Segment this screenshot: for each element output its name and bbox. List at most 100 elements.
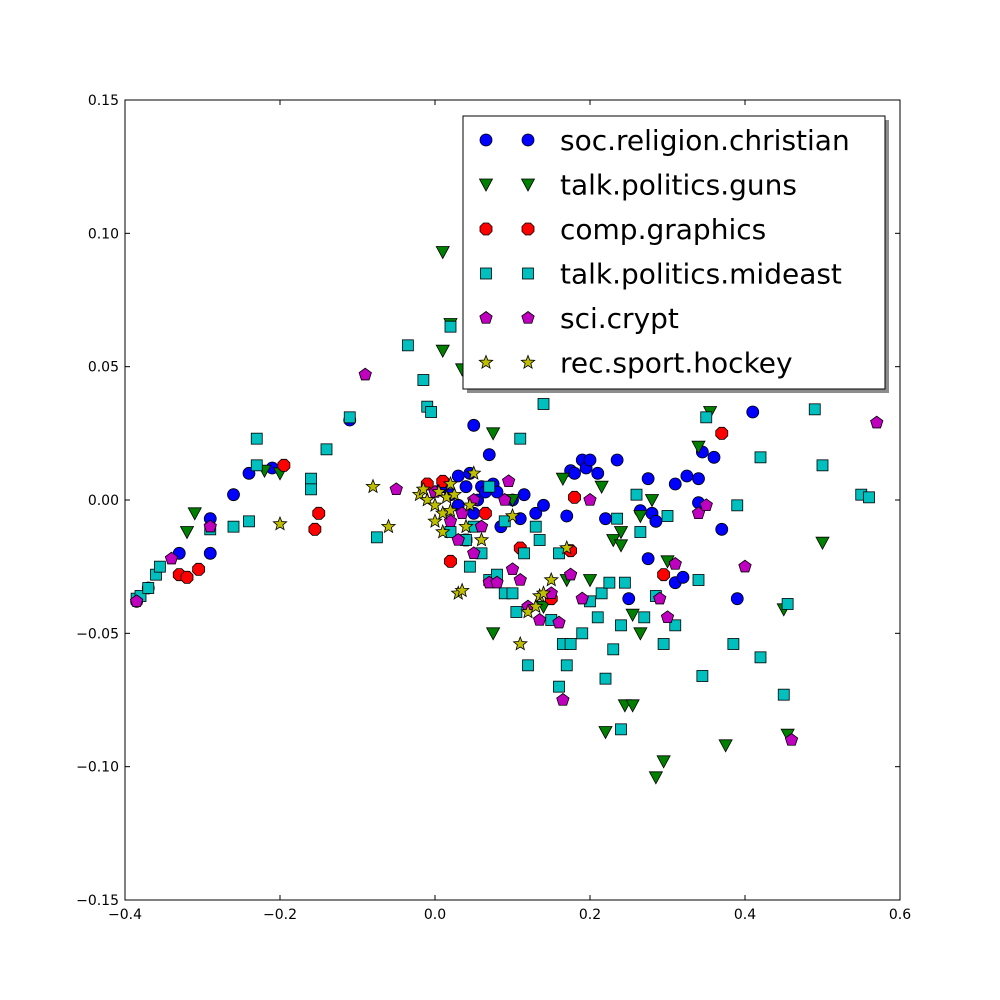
- y-tick-label: 0.15: [88, 93, 119, 109]
- data-point: [142, 582, 155, 594]
- data-point: [668, 477, 682, 491]
- data-point: [563, 567, 578, 581]
- data-point: [192, 562, 206, 576]
- data-point: [443, 514, 458, 527]
- legend-entry: rec.sport.hockey: [478, 347, 793, 380]
- data-point: [444, 554, 457, 568]
- data-point: [514, 432, 527, 445]
- chart-marks: [129, 246, 884, 785]
- data-point: [613, 539, 629, 553]
- data-point: [501, 474, 516, 487]
- data-point: [442, 475, 459, 491]
- y-tick-label: 0.05: [88, 360, 119, 376]
- data-point: [552, 615, 566, 629]
- data-point: [781, 598, 794, 610]
- legend-entry: comp.graphics: [479, 213, 766, 246]
- data-point: [187, 507, 202, 521]
- data-point: [498, 515, 511, 528]
- data-point: [754, 451, 767, 464]
- y-tick-label: −0.10: [76, 760, 119, 776]
- data-point: [556, 693, 570, 706]
- data-point: [649, 514, 663, 528]
- x-tick-label: −0.2: [263, 907, 297, 923]
- legend-box: [462, 115, 886, 390]
- y-tick-label: 0.00: [88, 493, 119, 509]
- data-point: [746, 405, 760, 419]
- data-point: [634, 526, 647, 538]
- legend-marker: [479, 311, 493, 324]
- x-tick-label: 0.4: [734, 907, 756, 923]
- legend-entry: talk.politics.mideast: [480, 258, 842, 291]
- data-point: [553, 680, 565, 693]
- data-point: [153, 560, 166, 573]
- data-point: [250, 459, 263, 472]
- data-point: [784, 733, 799, 746]
- data-point: [660, 610, 675, 623]
- x-tick-label: 0.6: [889, 907, 911, 923]
- data-point: [506, 587, 519, 600]
- data-point: [692, 574, 705, 586]
- data-point: [691, 440, 706, 455]
- legend-marker: [479, 133, 493, 147]
- data-point: [320, 443, 333, 456]
- series-4: [129, 367, 884, 746]
- data-point: [537, 398, 550, 410]
- y-tick-label: −0.15: [76, 893, 119, 909]
- data-point: [656, 755, 671, 769]
- data-point: [816, 459, 829, 472]
- data-point: [425, 406, 438, 418]
- data-point: [730, 592, 744, 606]
- data-point: [180, 570, 194, 584]
- data-point: [435, 523, 451, 539]
- legend-marker: [521, 311, 535, 324]
- legend-marker: [522, 267, 534, 280]
- data-point: [644, 494, 660, 508]
- data-point: [455, 506, 469, 519]
- data-point: [485, 427, 501, 441]
- data-point: [598, 726, 613, 740]
- data-point: [529, 520, 542, 533]
- legend-marker: [478, 354, 494, 370]
- data-point: [227, 520, 240, 533]
- y-tick-label: 0.10: [88, 226, 119, 242]
- data-point: [603, 576, 616, 589]
- data-point: [518, 547, 531, 560]
- data-point: [738, 559, 752, 573]
- x-tick-label: 0.2: [579, 907, 601, 923]
- data-point: [613, 526, 629, 540]
- data-point: [227, 488, 240, 502]
- data-point: [419, 491, 435, 507]
- data-point: [777, 688, 790, 701]
- data-point: [459, 480, 473, 494]
- data-point: [560, 509, 574, 523]
- data-point: [451, 533, 465, 546]
- data-point: [625, 608, 640, 623]
- data-point: [164, 551, 179, 565]
- data-point: [615, 619, 627, 632]
- data-point: [380, 518, 397, 534]
- data-point: [305, 472, 317, 485]
- data-point: [575, 591, 589, 605]
- data-point: [463, 560, 476, 573]
- legend-marker: [479, 222, 493, 236]
- data-point: [517, 488, 531, 502]
- legend-entry: soc.religion.christian: [479, 124, 850, 157]
- data-point: [504, 507, 521, 523]
- legend-marker: [520, 354, 536, 370]
- data-point: [478, 506, 492, 520]
- data-point: [446, 486, 463, 502]
- data-point: [870, 415, 884, 429]
- data-point: [462, 497, 478, 512]
- data-point: [436, 474, 450, 488]
- legend-marker: [478, 178, 494, 192]
- data-point: [467, 418, 481, 432]
- data-point: [483, 480, 496, 493]
- data-point: [203, 519, 217, 533]
- data-point: [533, 534, 546, 546]
- data-point: [553, 547, 565, 560]
- data-point: [458, 518, 474, 534]
- data-point: [676, 570, 690, 584]
- legend-label: talk.politics.mideast: [560, 258, 842, 291]
- data-point: [466, 465, 482, 480]
